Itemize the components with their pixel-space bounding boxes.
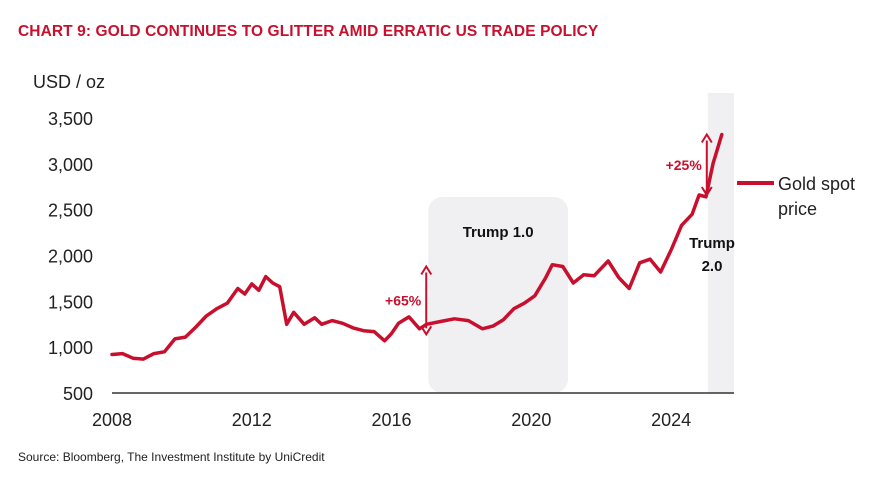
x-tick-label: 2020 — [511, 410, 551, 430]
legend-label: price — [778, 199, 817, 219]
y-tick-label: 2,500 — [48, 201, 93, 221]
y-tick-label: 500 — [63, 384, 93, 404]
chart-title: CHART 9: GOLD CONTINUES TO GLITTER AMID … — [18, 23, 599, 40]
source-note: Source: Bloomberg, The Investment Instit… — [18, 450, 325, 464]
y-tick-label: 2,000 — [48, 247, 93, 267]
gold-spot-price-line — [110, 132, 724, 361]
annotation-label: +25% — [666, 157, 703, 173]
x-tick-label: 2024 — [651, 410, 691, 430]
trump-2-label-line: 2.0 — [702, 258, 723, 275]
trump-1-shaded-period — [428, 197, 569, 393]
annotation-arrow-head-down — [700, 186, 713, 197]
y-tick-label: 1,000 — [48, 338, 93, 358]
legend-label: Gold spot — [778, 174, 855, 194]
x-tick-label: 2008 — [92, 410, 132, 430]
trump-2-label-line: Trump — [689, 235, 735, 252]
annotation-arrow-head-up — [420, 264, 433, 276]
annotation-arrow-head-up — [700, 132, 713, 144]
annotation-label: +65% — [385, 292, 422, 308]
y-tick-label: 3,000 — [48, 155, 93, 175]
x-tick-label: 2012 — [232, 410, 272, 430]
y-tick-label: 1,500 — [48, 292, 93, 312]
x-tick-label: 2016 — [372, 410, 412, 430]
y-tick-label: 3,500 — [48, 109, 93, 129]
annotation-arrow-head-down — [420, 325, 433, 337]
trump-1-label: Trump 1.0 — [463, 224, 534, 241]
y-axis-label: USD / oz — [33, 72, 105, 92]
